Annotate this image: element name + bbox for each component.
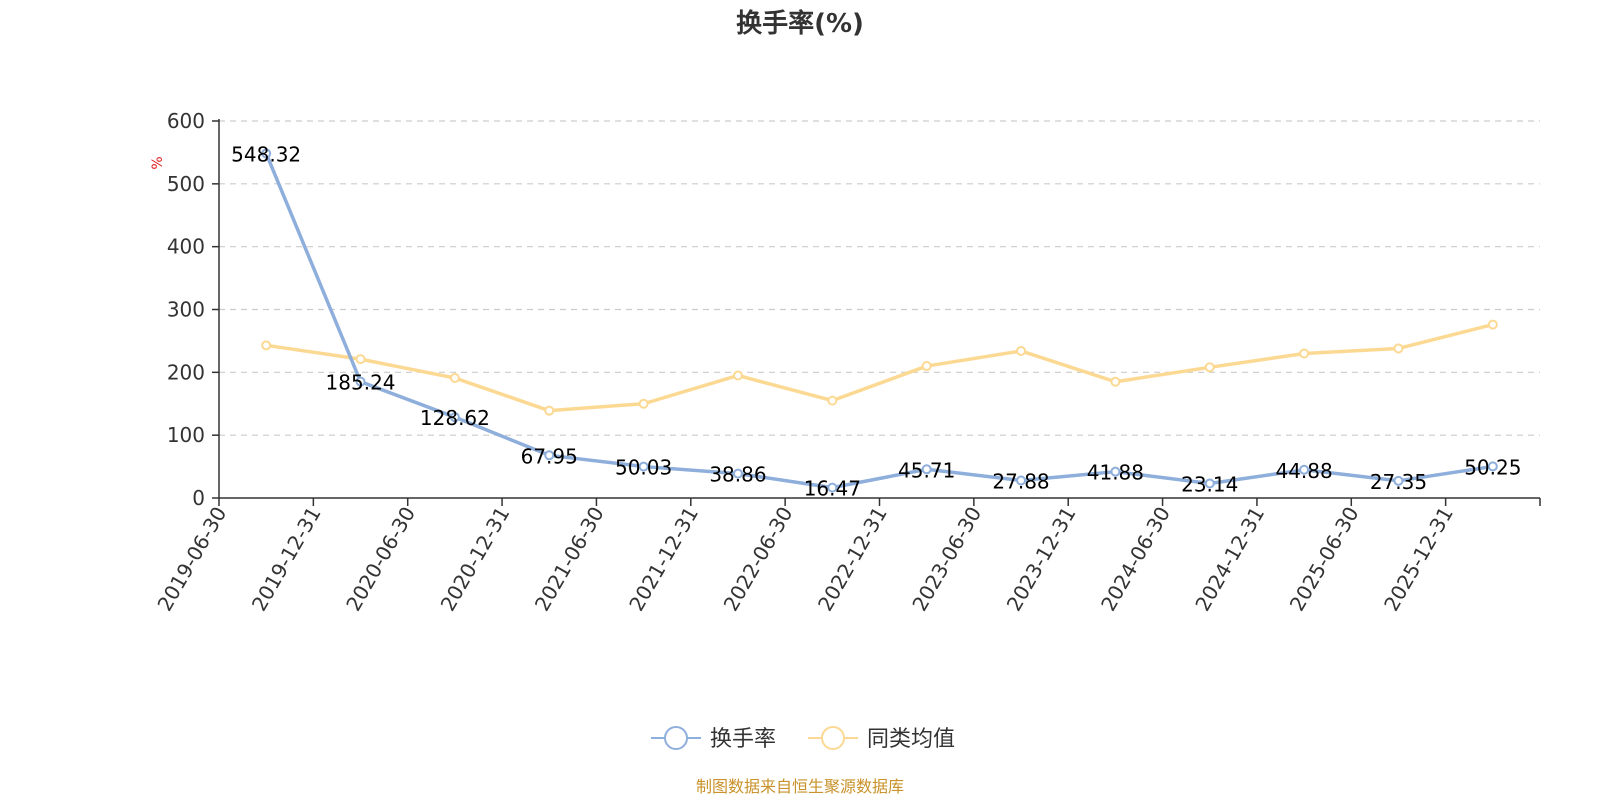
x-tick-label: 2022-06-30 — [719, 503, 798, 616]
x-tick-label: 2024-12-31 — [1190, 503, 1269, 616]
series-line-1 — [265, 322, 1494, 413]
data-label: 185.24 — [326, 371, 396, 395]
x-tick-label: 2022-12-31 — [813, 503, 892, 616]
y-tick-label: 300 — [167, 298, 205, 322]
data-point[interactable] — [732, 468, 743, 479]
legend[interactable]: 换手率 同类均值 — [651, 726, 955, 752]
data-point[interactable] — [1393, 475, 1404, 486]
x-tick-label: 2020-06-30 — [341, 503, 420, 616]
data-point[interactable] — [1110, 376, 1121, 387]
data-point[interactable] — [449, 372, 460, 383]
data-point[interactable] — [1299, 464, 1310, 475]
legend-label[interactable]: 同类均值 — [867, 727, 955, 752]
chart-title: 换手率(%) — [736, 8, 864, 39]
grid-lines — [219, 120, 1540, 436]
data-point[interactable] — [1299, 348, 1310, 359]
y-tick-label: 0 — [192, 486, 205, 510]
x-tick-label: 2021-12-31 — [624, 503, 703, 616]
data-point[interactable] — [1110, 466, 1121, 477]
x-tick-label: 2019-12-31 — [247, 503, 326, 616]
data-point[interactable] — [638, 398, 649, 409]
data-point[interactable] — [827, 395, 838, 406]
data-point[interactable] — [921, 464, 932, 475]
y-axis-unit-label: % — [150, 156, 166, 169]
x-tick-label: 2025-06-30 — [1285, 503, 1364, 616]
y-tick-label: 400 — [167, 235, 205, 259]
data-point[interactable] — [1204, 362, 1215, 373]
legend-label[interactable]: 换手率 — [710, 727, 776, 752]
data-label: 128.62 — [420, 406, 490, 430]
series-lines — [261, 148, 1498, 493]
y-tick-label: 100 — [167, 423, 205, 447]
data-label: 50.25 — [1464, 455, 1521, 479]
x-tick-label: 2023-12-31 — [1002, 503, 1081, 616]
y-tick-label: 200 — [167, 360, 205, 384]
data-point[interactable] — [1016, 345, 1027, 356]
legend-swatch-marker — [664, 726, 688, 750]
data-point[interactable] — [544, 405, 555, 416]
x-tick-label: 2024-06-30 — [1096, 503, 1175, 616]
data-label: 67.95 — [521, 444, 578, 468]
x-tick-label: 2019-06-30 — [152, 503, 231, 616]
legend-swatch-marker — [821, 726, 845, 750]
data-point[interactable] — [1016, 475, 1027, 486]
data-point[interactable] — [261, 340, 272, 351]
data-label: 27.35 — [1370, 470, 1427, 494]
data-point[interactable] — [827, 482, 838, 493]
y-tick-label: 500 — [167, 172, 205, 196]
data-label: 23.14 — [1181, 472, 1238, 496]
data-point[interactable] — [449, 412, 460, 423]
data-point[interactable] — [1393, 343, 1404, 354]
data-label: 50.03 — [615, 456, 672, 480]
data-point[interactable] — [921, 361, 932, 372]
y-tick-label: 600 — [167, 109, 205, 133]
x-tick-label: 2021-06-30 — [530, 503, 609, 616]
data-point[interactable] — [355, 354, 366, 365]
x-tick-label: 2025-12-31 — [1379, 503, 1458, 616]
data-label: 27.88 — [992, 469, 1049, 493]
x-tick-label: 2023-06-30 — [907, 503, 986, 616]
data-point[interactable] — [1204, 478, 1215, 489]
data-point[interactable] — [1487, 461, 1498, 472]
data-point[interactable] — [638, 461, 649, 472]
data-label: 16.47 — [804, 477, 861, 501]
data-label: 45.71 — [898, 458, 955, 482]
x-tick-label: 2020-12-31 — [435, 502, 514, 615]
series-line-0 — [264, 152, 1494, 490]
data-label: 41.88 — [1087, 461, 1144, 485]
data-point[interactable] — [1487, 319, 1498, 330]
data-point[interactable] — [261, 148, 272, 159]
data-label: 44.88 — [1275, 459, 1332, 483]
data-point[interactable] — [732, 370, 743, 381]
data-label: 548.32 — [231, 142, 301, 166]
data-labels: 548.32 185.24 128.62 67.95 50.03 38.86 16.47 45… — [231, 142, 1521, 500]
data-point[interactable] — [544, 450, 555, 461]
data-label: 38.86 — [709, 463, 766, 487]
data-source-note: 制图数据来自恒生聚源数据库 — [696, 777, 904, 796]
data-point[interactable] — [355, 376, 366, 387]
